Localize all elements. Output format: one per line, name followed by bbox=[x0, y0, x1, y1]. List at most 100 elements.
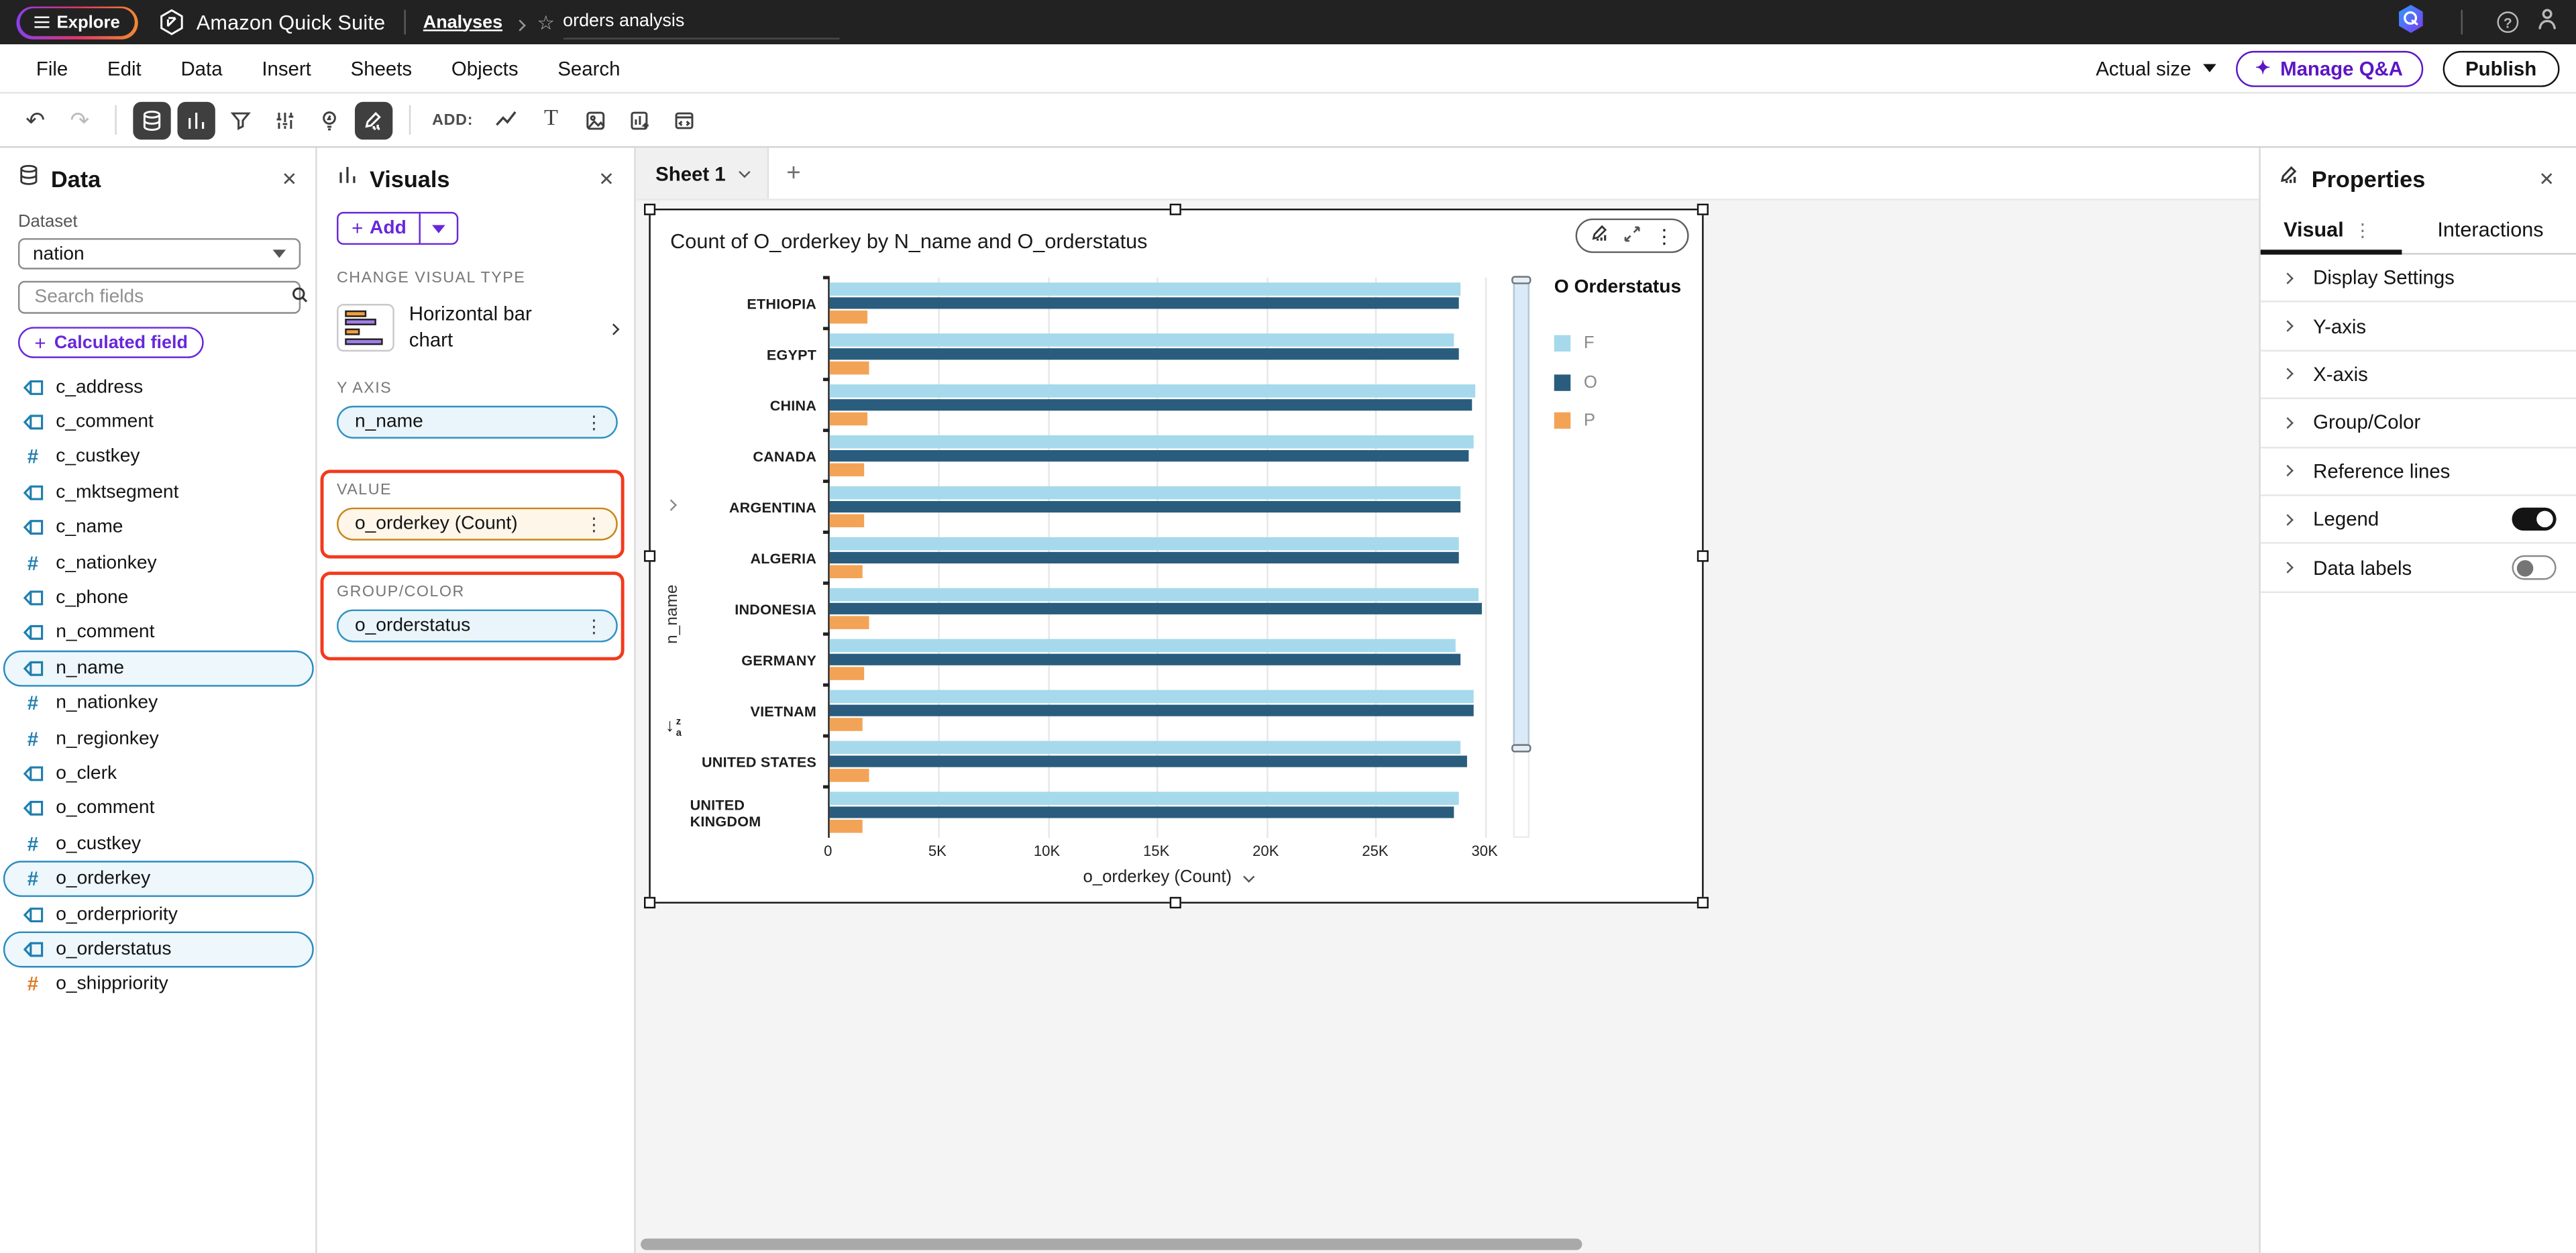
bar-p[interactable] bbox=[829, 769, 869, 782]
resize-handle[interactable] bbox=[1169, 897, 1181, 909]
field-item-o_clerk[interactable]: o_clerk bbox=[3, 756, 314, 791]
legend-item-f[interactable]: F bbox=[1554, 333, 1689, 353]
add-image-button[interactable] bbox=[576, 101, 614, 139]
undo-button[interactable]: ↶ bbox=[25, 105, 46, 133]
resize-handle[interactable] bbox=[644, 549, 656, 561]
field-item-o_orderstatus[interactable]: o_orderstatus bbox=[3, 932, 314, 967]
quick-app-icon[interactable] bbox=[2396, 3, 2427, 42]
search-fields-input[interactable] bbox=[31, 286, 291, 309]
add-sheet-button[interactable]: + bbox=[786, 159, 801, 188]
insights-button[interactable] bbox=[311, 101, 348, 139]
well-pill-o_orderstatus[interactable]: o_orderstatus ⋮ bbox=[337, 610, 618, 643]
add-visual-button[interactable] bbox=[621, 101, 659, 139]
legend-toggle[interactable] bbox=[2512, 507, 2557, 531]
sheet-tab[interactable]: Sheet 1 bbox=[635, 148, 769, 199]
kebab-menu-icon[interactable]: ⋮ bbox=[1654, 224, 1674, 248]
well-pill-o_orderkey-Count-[interactable]: o_orderkey (Count) ⋮ bbox=[337, 508, 618, 541]
property-section-legend[interactable]: Legend bbox=[2260, 496, 2576, 545]
bar-f[interactable] bbox=[829, 537, 1459, 550]
bar-o[interactable] bbox=[829, 806, 1454, 819]
field-item-c_name[interactable]: c_name bbox=[3, 510, 314, 545]
field-item-n_comment[interactable]: n_comment bbox=[3, 616, 314, 651]
bar-f[interactable] bbox=[829, 741, 1461, 753]
add-text-button[interactable]: T bbox=[544, 107, 559, 131]
bar-o[interactable] bbox=[829, 296, 1459, 310]
kebab-menu-icon[interactable]: ⋮ bbox=[584, 617, 603, 637]
field-item-c_address[interactable]: c_address bbox=[3, 370, 314, 404]
property-section-data-labels[interactable]: Data labels bbox=[2260, 544, 2576, 593]
field-item-n_regionkey[interactable]: # n_regionkey bbox=[3, 721, 314, 756]
data-labels-toggle[interactable] bbox=[2512, 555, 2557, 580]
help-icon[interactable]: ? bbox=[2497, 11, 2519, 33]
properties-toggle-button[interactable] bbox=[354, 101, 393, 139]
kebab-menu-icon[interactable]: ⋮ bbox=[584, 515, 603, 536]
field-item-o_orderkey[interactable]: # o_orderkey bbox=[3, 861, 314, 897]
bar-p[interactable] bbox=[829, 464, 865, 477]
field-item-c_custkey[interactable]: # c_custkey bbox=[3, 440, 314, 475]
brush-track[interactable] bbox=[1511, 276, 1532, 838]
well-pill-n_name[interactable]: n_name ⋮ bbox=[337, 406, 618, 439]
horizontal-scrollbar[interactable] bbox=[641, 1238, 1582, 1250]
menu-sheets[interactable]: Sheets bbox=[350, 56, 413, 80]
visual-type-row[interactable]: Horizontal bar chart bbox=[337, 301, 620, 353]
calculated-field-button[interactable]: + Calculated field bbox=[17, 327, 205, 358]
field-item-c_phone[interactable]: c_phone bbox=[3, 580, 314, 615]
chart-widget[interactable]: Count of O_orderkey by N_name and O_orde… bbox=[644, 203, 1709, 909]
bar-o[interactable] bbox=[829, 551, 1459, 564]
bar-f[interactable] bbox=[829, 282, 1461, 295]
bar-p[interactable] bbox=[829, 616, 869, 630]
filter-button[interactable] bbox=[222, 101, 260, 139]
bar-o[interactable] bbox=[829, 704, 1474, 717]
field-item-c_nationkey[interactable]: # c_nationkey bbox=[3, 545, 314, 580]
bar-f[interactable] bbox=[829, 333, 1454, 346]
field-item-n_name[interactable]: n_name bbox=[3, 651, 314, 686]
menu-search[interactable]: Search bbox=[557, 56, 621, 80]
field-item-o_comment[interactable]: o_comment bbox=[3, 792, 314, 826]
search-fields-box[interactable] bbox=[17, 280, 308, 314]
bar-p[interactable] bbox=[829, 667, 865, 681]
add-visual-split-button[interactable]: + Add bbox=[337, 211, 460, 245]
bar-p[interactable] bbox=[829, 565, 863, 579]
field-item-o_custkey[interactable]: # o_custkey bbox=[3, 826, 314, 861]
visuals-panel-toggle-button[interactable] bbox=[177, 101, 215, 139]
bar-f[interactable] bbox=[829, 435, 1474, 448]
property-section-x-axis[interactable]: X-axis bbox=[2260, 351, 2576, 400]
field-item-n_nationkey[interactable]: # n_nationkey bbox=[3, 686, 314, 720]
tab-visual[interactable]: Visual bbox=[2284, 218, 2344, 242]
bar-p[interactable] bbox=[829, 311, 867, 324]
sort-icon[interactable]: ↓ z a bbox=[665, 716, 682, 739]
field-item-o_shippriority[interactable]: # o_shippriority bbox=[3, 967, 314, 1002]
field-item-o_orderpriority[interactable]: o_orderpriority bbox=[3, 897, 314, 932]
quick-suite-logo-icon[interactable] bbox=[157, 8, 185, 36]
bar-f[interactable] bbox=[829, 588, 1479, 601]
bar-f[interactable] bbox=[829, 486, 1461, 499]
publish-button[interactable]: Publish bbox=[2442, 50, 2560, 87]
add-visual-caret[interactable] bbox=[419, 213, 457, 243]
kebab-menu-icon[interactable]: ⋮ bbox=[2353, 221, 2372, 242]
bar-p[interactable] bbox=[829, 362, 869, 375]
parameters-button[interactable] bbox=[266, 101, 304, 139]
resize-handle[interactable] bbox=[1697, 203, 1709, 215]
close-icon[interactable]: ✕ bbox=[281, 170, 298, 191]
manage-qa-button[interactable]: ✦ Manage Q&A bbox=[2235, 50, 2423, 87]
close-icon[interactable]: ✕ bbox=[2538, 170, 2555, 191]
kebab-menu-icon[interactable]: ⋮ bbox=[584, 413, 603, 434]
bar-f[interactable] bbox=[829, 792, 1459, 804]
edit-visual-icon[interactable] bbox=[1591, 221, 1610, 250]
tab-interactions[interactable]: Interactions bbox=[2437, 218, 2544, 242]
bar-o[interactable] bbox=[829, 500, 1461, 513]
property-section-y-axis[interactable]: Y-axis bbox=[2260, 303, 2576, 351]
resize-handle[interactable] bbox=[1169, 203, 1181, 215]
property-section-group-color[interactable]: Group/Color bbox=[2260, 400, 2576, 448]
dataset-select[interactable]: nation bbox=[17, 238, 301, 270]
star-icon[interactable]: ☆ bbox=[537, 10, 555, 34]
bar-f[interactable] bbox=[829, 639, 1456, 652]
resize-handle[interactable] bbox=[644, 203, 656, 215]
brush-fill[interactable] bbox=[1513, 279, 1530, 751]
brush-handle-top[interactable] bbox=[1511, 276, 1532, 284]
bar-f[interactable] bbox=[829, 690, 1474, 702]
bar-o[interactable] bbox=[829, 398, 1472, 411]
menu-edit[interactable]: Edit bbox=[107, 56, 142, 80]
bar-p[interactable] bbox=[829, 718, 863, 731]
property-section-display-settings[interactable]: Display Settings bbox=[2260, 255, 2576, 303]
